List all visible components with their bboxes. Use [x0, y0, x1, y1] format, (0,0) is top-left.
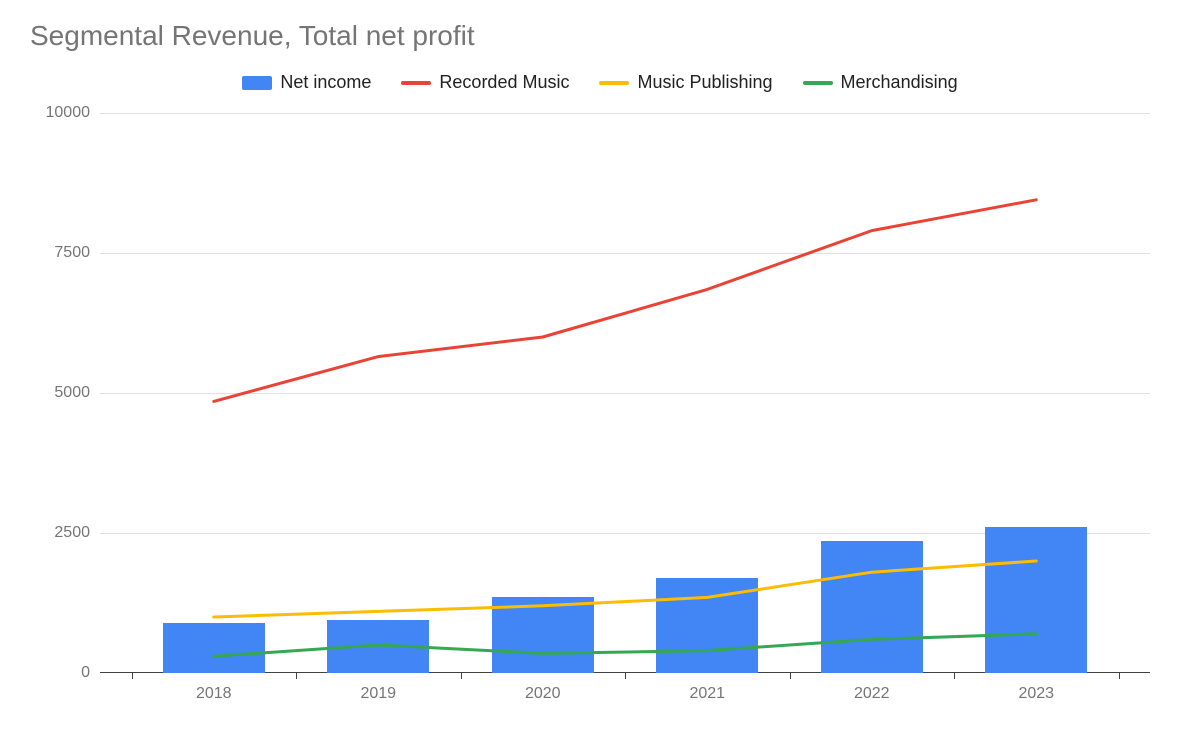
x-tick [790, 673, 791, 679]
line-series [214, 634, 1037, 656]
x-axis-label: 2023 [1018, 685, 1054, 703]
legend-swatch-line [599, 81, 629, 85]
x-axis-label: 2018 [196, 685, 232, 703]
x-axis-label: 2022 [854, 685, 890, 703]
legend-swatch-box [242, 76, 272, 90]
x-tick [954, 673, 955, 679]
y-axis-label: 5000 [30, 384, 90, 402]
legend-label: Music Publishing [637, 72, 772, 93]
chart-container: Segmental Revenue, Total net profit Net … [0, 0, 1200, 742]
x-tick [461, 673, 462, 679]
legend-swatch-line [401, 81, 431, 85]
plot-area: 0250050007500100002018201920202021202220… [100, 113, 1150, 673]
x-axis-label: 2020 [525, 685, 561, 703]
x-tick [625, 673, 626, 679]
y-axis-label: 2500 [30, 524, 90, 542]
x-axis-label: 2019 [360, 685, 396, 703]
line-series [214, 200, 1037, 402]
y-axis-label: 10000 [30, 104, 90, 122]
legend-item: Merchandising [803, 72, 958, 93]
legend-label: Merchandising [841, 72, 958, 93]
legend-item: Music Publishing [599, 72, 772, 93]
legend-item: Net income [242, 72, 371, 93]
x-tick [1119, 673, 1120, 679]
x-tick [296, 673, 297, 679]
line-series [214, 561, 1037, 617]
legend: Net income Recorded Music Music Publishing… [30, 72, 1170, 93]
x-tick [132, 673, 133, 679]
y-axis-label: 7500 [30, 244, 90, 262]
chart-title: Segmental Revenue, Total net profit [30, 20, 1170, 52]
x-axis-label: 2021 [689, 685, 725, 703]
lines-layer [100, 113, 1150, 673]
legend-label: Net income [280, 72, 371, 93]
legend-swatch-line [803, 81, 833, 85]
legend-item: Recorded Music [401, 72, 569, 93]
y-axis-label: 0 [30, 664, 90, 682]
legend-label: Recorded Music [439, 72, 569, 93]
